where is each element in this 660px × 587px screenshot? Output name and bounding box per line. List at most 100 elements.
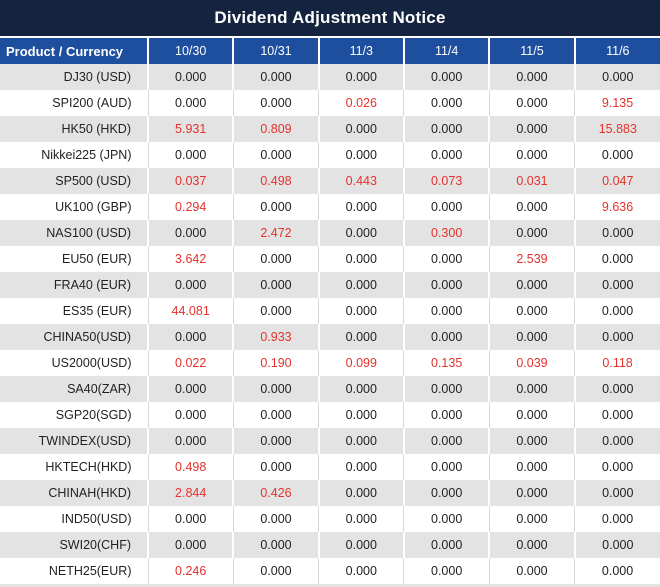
product-label: SA40(ZAR) (0, 376, 148, 402)
dividend-value: 0.000 (318, 246, 404, 272)
product-label: DJ30 (USD) (0, 64, 148, 90)
dividend-value: 0.000 (318, 402, 404, 428)
dividend-value: 0.000 (488, 90, 575, 116)
dividend-value: 0.000 (573, 376, 660, 402)
table-row: HK50 (HKD) 5.931 0.809 0.000 0.000 0.000 15.88… (0, 116, 660, 142)
dividend-value: 0.037 (146, 168, 234, 194)
dividend-value: 0.099 (318, 350, 404, 376)
dividend-value: 0.000 (573, 428, 660, 454)
product-label: US2000(USD) (0, 350, 148, 376)
dividend-value: 0.300 (402, 220, 490, 246)
table-row: FRA40 (EUR) 0.000 0.000 0.000 0.000 0.000 0.00… (0, 272, 660, 298)
dividend-value: 0.000 (232, 558, 319, 584)
product-label: SP500 (USD) (0, 168, 148, 194)
dividend-value: 0.000 (488, 298, 575, 324)
dividend-value: 0.000 (573, 480, 660, 506)
dividend-value: 0.426 (232, 480, 319, 506)
dividend-value: 0.000 (317, 428, 404, 454)
dividend-value: 0.000 (488, 506, 575, 532)
product-label: ES35 (EUR) (0, 298, 148, 324)
dividend-value: 0.000 (488, 376, 575, 402)
table-header-row: Product / Currency 10/30 10/31 11/3 11/4… (0, 38, 660, 64)
dividend-value: 15.883 (573, 116, 660, 142)
product-label: NAS100 (USD) (0, 220, 148, 246)
product-label: IND50(USD) (0, 506, 148, 532)
dividend-value: 0.000 (488, 428, 575, 454)
dividend-value: 0.118 (574, 350, 660, 376)
dividend-value: 0.000 (488, 142, 575, 168)
dividend-value: 0.000 (146, 376, 234, 402)
dividend-value: 44.081 (147, 298, 234, 324)
column-header-product: Product / Currency (0, 38, 148, 64)
dividend-value: 0.026 (318, 90, 404, 116)
dividend-value: 0.000 (488, 220, 575, 246)
table-row: EU50 (EUR) 3.642 0.000 0.000 0.000 2.539 0.000 (0, 246, 660, 272)
dividend-value: 2.844 (146, 480, 234, 506)
table-row: TWINDEX(USD) 0.000 0.000 0.000 0.000 0.000 0.0… (0, 428, 660, 454)
dividend-value: 0.000 (147, 142, 234, 168)
dividend-value: 2.539 (488, 246, 575, 272)
dividend-value: 0.000 (232, 428, 319, 454)
table-row: ES35 (EUR) 44.081 0.000 0.000 0.000 0.000 0.00… (0, 298, 660, 324)
dividend-value: 0.000 (318, 142, 404, 168)
dividend-value: 0.000 (232, 376, 319, 402)
dividend-value: 0.000 (232, 402, 319, 428)
dividend-value: 0.000 (318, 298, 404, 324)
dividend-value: 0.000 (574, 142, 660, 168)
dividend-value: 0.022 (147, 350, 234, 376)
dividend-value: 0.000 (147, 506, 234, 532)
dividend-value: 0.000 (573, 324, 660, 350)
dividend-value: 0.000 (147, 90, 234, 116)
table-row: IND50(USD) 0.000 0.000 0.000 0.000 0.000 0.000 (0, 506, 660, 532)
table-body: DJ30 (USD) 0.000 0.000 0.000 0.000 0.000 0.000… (0, 64, 660, 584)
dividend-value: 0.000 (488, 558, 575, 584)
dividend-value: 0.000 (317, 64, 404, 90)
table-row: Nikkei225 (JPN) 0.000 0.000 0.000 0.000 0.000… (0, 142, 660, 168)
dividend-value: 0.000 (146, 532, 234, 558)
product-label: HK50 (HKD) (0, 116, 148, 142)
dividend-value: 9.636 (574, 194, 660, 220)
product-label: CHINAH(HKD) (0, 480, 148, 506)
table-row: SP500 (USD) 0.037 0.498 0.443 0.073 0.031 0.04… (0, 168, 660, 194)
dividend-value: 0.498 (147, 454, 234, 480)
dividend-value: 0.000 (146, 64, 234, 90)
dividend-value: 0.047 (573, 168, 660, 194)
dividend-value: 0.000 (488, 480, 575, 506)
dividend-value: 0.000 (488, 194, 575, 220)
dividend-value: 0.000 (573, 220, 660, 246)
product-label: Nikkei225 (JPN) (0, 142, 148, 168)
dividend-value: 0.000 (318, 506, 404, 532)
dividend-value: 0.135 (403, 350, 490, 376)
dividend-value: 0.000 (232, 64, 319, 90)
table-row: SGP20(SGD) 0.000 0.000 0.000 0.000 0.000 0.000 (0, 402, 660, 428)
column-header-date: 11/4 (402, 38, 490, 64)
dividend-value: 0.000 (318, 454, 404, 480)
table-row: NAS100 (USD) 0.000 2.472 0.000 0.300 0.000 0.0… (0, 220, 660, 246)
dividend-value: 0.000 (402, 64, 490, 90)
dividend-value: 2.472 (232, 220, 319, 246)
dividend-value: 0.000 (488, 532, 575, 558)
dividend-value: 0.000 (232, 298, 319, 324)
dividend-value: 0.000 (488, 272, 575, 298)
table-row: SA40(ZAR) 0.000 0.000 0.000 0.000 0.000 0.000 (0, 376, 660, 402)
dividend-value: 0.000 (147, 402, 234, 428)
column-header-date: 11/3 (317, 38, 404, 64)
table-row: NETH25(EUR) 0.246 0.000 0.000 0.000 0.000 0.00… (0, 558, 660, 584)
table-row: DJ30 (USD) 0.000 0.000 0.000 0.000 0.000 0.000 (0, 64, 660, 90)
dividend-value: 0.039 (488, 350, 575, 376)
dividend-value: 0.246 (147, 558, 234, 584)
dividend-value: 0.000 (488, 454, 575, 480)
dividend-value: 0.000 (402, 532, 490, 558)
dividend-value: 0.000 (232, 246, 319, 272)
product-label: HKTECH(HKD) (0, 454, 148, 480)
table-row: UK100 (GBP) 0.294 0.000 0.000 0.000 0.000 9.63… (0, 194, 660, 220)
dividend-value: 0.000 (232, 532, 319, 558)
dividend-value: 0.000 (574, 246, 660, 272)
dividend-value: 0.000 (146, 220, 234, 246)
dividend-value: 0.000 (403, 506, 490, 532)
product-label: SWI20(CHF) (0, 532, 148, 558)
dividend-table: Product / Currency 10/30 10/31 11/3 11/4… (0, 38, 660, 584)
dividend-value: 0.000 (403, 142, 490, 168)
dividend-value: 0.000 (232, 506, 319, 532)
